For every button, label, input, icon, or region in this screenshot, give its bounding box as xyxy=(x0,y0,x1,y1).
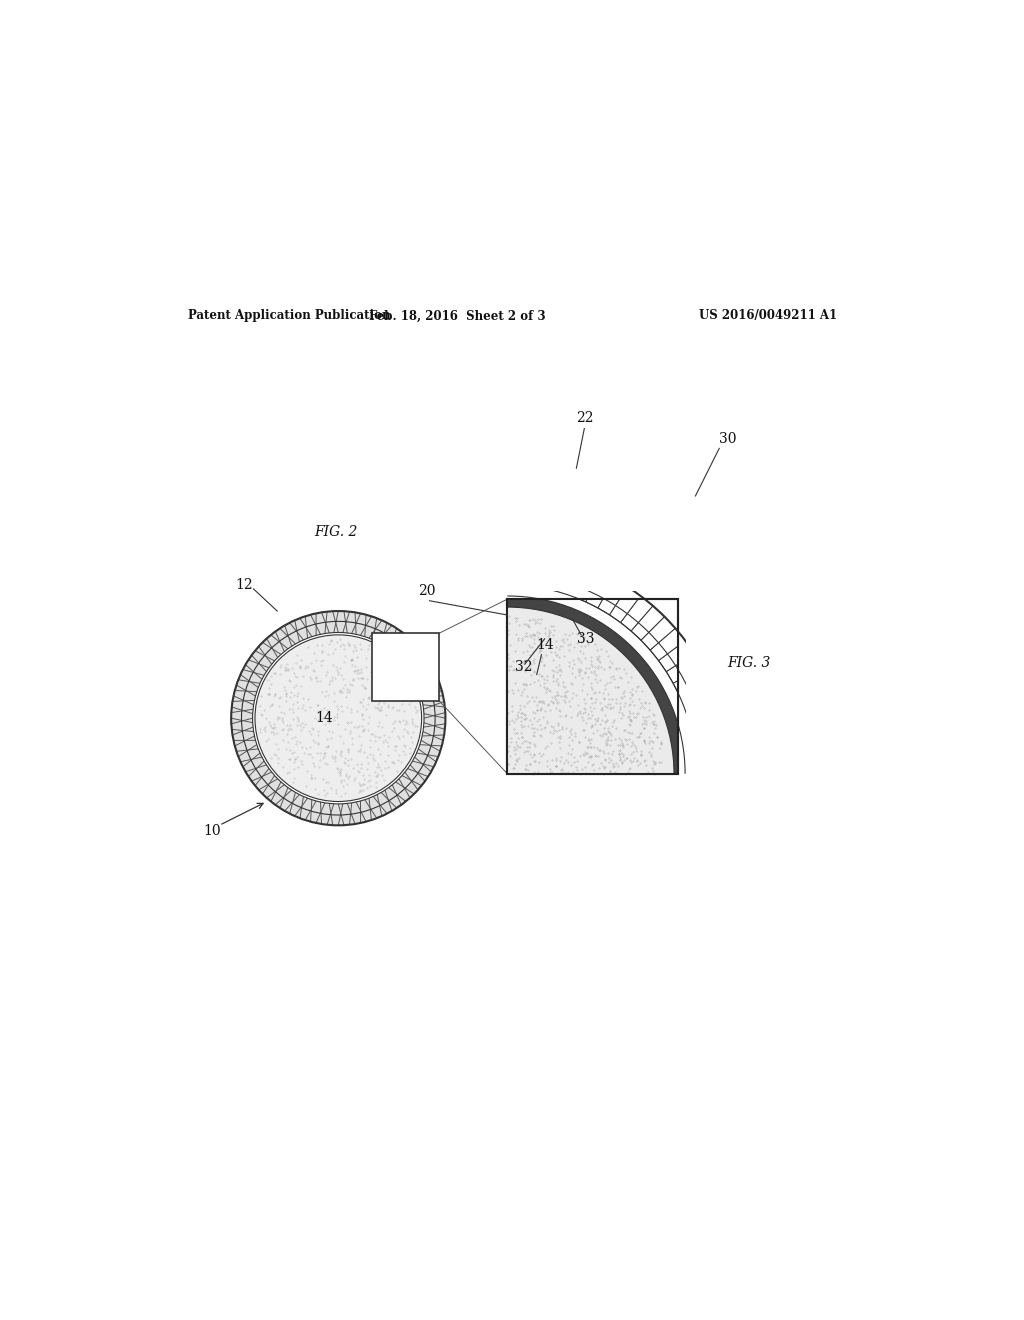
Polygon shape xyxy=(573,565,600,602)
Polygon shape xyxy=(507,552,523,585)
Polygon shape xyxy=(548,557,570,593)
Polygon shape xyxy=(641,616,675,649)
Polygon shape xyxy=(598,578,628,615)
Text: 32: 32 xyxy=(515,660,532,675)
Circle shape xyxy=(231,611,445,825)
Polygon shape xyxy=(535,554,555,589)
Wedge shape xyxy=(507,585,696,774)
Bar xyxy=(507,599,678,774)
Text: FIG. 2: FIG. 2 xyxy=(314,524,357,539)
Polygon shape xyxy=(673,667,710,696)
Polygon shape xyxy=(692,726,727,747)
Polygon shape xyxy=(631,606,665,640)
Text: 33: 33 xyxy=(578,632,595,645)
Wedge shape xyxy=(507,607,674,774)
Polygon shape xyxy=(586,572,613,609)
Circle shape xyxy=(253,632,424,804)
Wedge shape xyxy=(507,595,685,774)
Wedge shape xyxy=(507,607,674,774)
Wedge shape xyxy=(507,552,729,774)
Circle shape xyxy=(255,635,422,801)
Wedge shape xyxy=(507,607,674,774)
Polygon shape xyxy=(560,561,585,597)
Polygon shape xyxy=(621,595,653,631)
Text: 30: 30 xyxy=(719,432,736,446)
Bar xyxy=(507,599,678,774)
Text: 14: 14 xyxy=(315,711,333,725)
Polygon shape xyxy=(688,711,724,734)
Text: 20: 20 xyxy=(418,585,435,598)
Polygon shape xyxy=(521,552,539,587)
Wedge shape xyxy=(507,595,685,774)
Text: 12: 12 xyxy=(236,578,253,591)
Text: FIG. 3: FIG. 3 xyxy=(727,656,770,669)
Text: 14: 14 xyxy=(537,638,554,652)
Circle shape xyxy=(255,635,422,801)
Polygon shape xyxy=(684,696,721,721)
Polygon shape xyxy=(231,611,445,825)
Circle shape xyxy=(255,635,422,801)
Polygon shape xyxy=(679,681,716,708)
Polygon shape xyxy=(609,587,640,623)
Polygon shape xyxy=(650,628,685,660)
Text: Feb. 18, 2016  Sheet 2 of 3: Feb. 18, 2016 Sheet 2 of 3 xyxy=(369,309,546,322)
Bar xyxy=(372,634,439,701)
Polygon shape xyxy=(667,653,702,684)
Text: 10: 10 xyxy=(204,824,221,838)
Polygon shape xyxy=(695,758,729,774)
Text: Patent Application Publication: Patent Application Publication xyxy=(187,309,390,322)
Text: US 2016/0049211 A1: US 2016/0049211 A1 xyxy=(699,309,838,322)
Polygon shape xyxy=(658,640,694,672)
Text: 22: 22 xyxy=(577,411,594,425)
Polygon shape xyxy=(694,742,729,760)
